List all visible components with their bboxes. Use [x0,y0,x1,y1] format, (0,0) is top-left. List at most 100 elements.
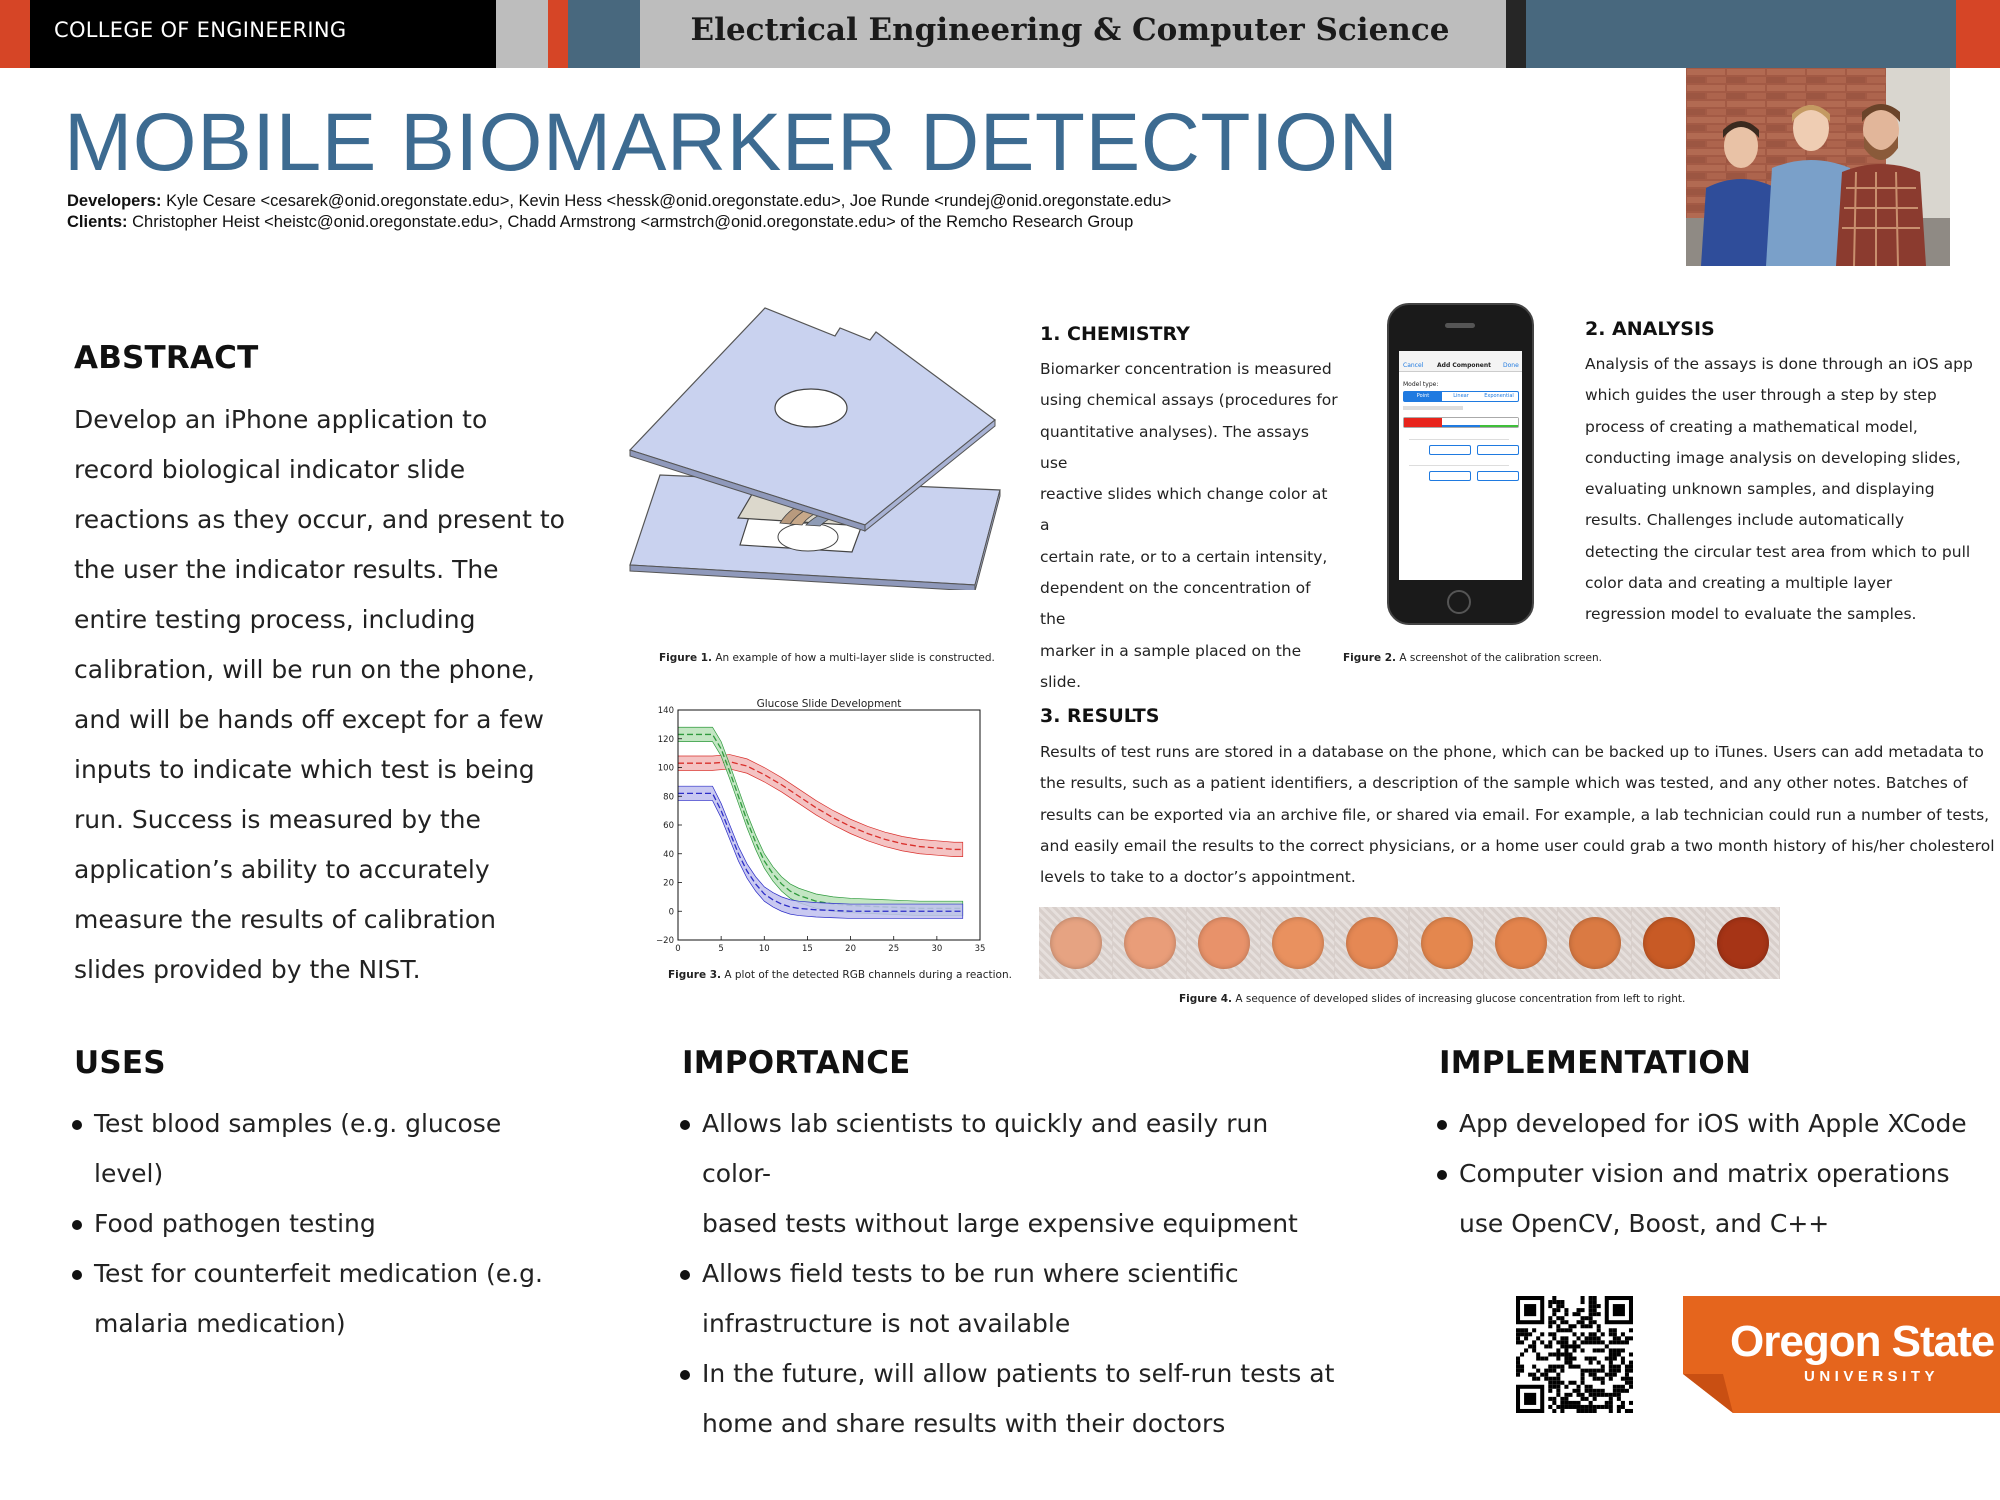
chart-x-tick-label: 0 [675,944,680,954]
phone-segment-exponential[interactable]: Exponential [1484,393,1514,399]
chemistry-line: reactive slides which change color at a [1040,485,1328,535]
implementation-item: App developed for iOS with Apple XCode [1437,1099,1997,1149]
phone-cancel-button[interactable]: Cancel [1403,362,1424,369]
header-seg-gray-b [640,0,1506,68]
uses-item-line: malaria medication) [94,1309,346,1338]
chemistry-line: marker in a sample placed on the slide. [1040,641,1302,691]
analysis-line: conducting image analysis on developing … [1585,448,1961,467]
header-seg-dark [1506,0,1526,68]
chart-x-tick-label: 15 [802,944,813,954]
team-photo-image [1686,68,1950,266]
analysis-body: Analysis of the assays is done through a… [1585,349,1985,631]
uses-list: Test blood samples (e.g. glucose level) F… [72,1099,592,1349]
phone-color-segment[interactable] [1403,417,1519,428]
chart-x-tick-label: 25 [888,944,899,954]
abstract-line: and will be hands off except for a few [74,705,544,734]
implementation-item-line: use OpenCV, Boost, and C++ [1459,1209,1830,1238]
phone-color-red[interactable] [1404,418,1442,427]
chemistry-line: using chemical assays (procedures for [1040,391,1338,410]
implementation-item-line: Computer vision and matrix operations [1459,1159,1950,1188]
slide-test-spot [1272,917,1325,969]
chemistry-line: certain rate, or to a certain intensity, [1040,547,1328,566]
figure1-text: An example of how a multi-layer slide is… [712,652,995,664]
importance-item: Allows lab scientists to quickly and eas… [680,1099,1340,1249]
chart-x-tick-label: 10 [759,944,770,954]
abstract-body: Develop an iPhone application to record … [74,395,634,995]
phone-segment-point[interactable]: Point [1404,392,1442,401]
slide-test-hole [774,388,848,428]
abstract-line: application’s ability to accurately [74,855,490,884]
slide-sequence [1039,907,1780,979]
slide-tile [1039,907,1113,979]
chart-x-tick-label: 20 [845,944,856,954]
phone-stepper-1[interactable] [1429,445,1471,455]
results-body: Results of test runs are stored in a dat… [1040,737,1995,893]
slide-test-spot [1346,917,1399,969]
implementation-item: Computer vision and matrix operations use… [1437,1149,1997,1249]
phone-segment-control[interactable]: Point Linear Exponential [1403,391,1519,402]
phone-navbar [1399,351,1522,372]
analysis-line: color data and creating a multiple layer [1585,574,1893,593]
abstract-line: the user the indicator results. The [74,555,499,584]
header-seg-orange-left [0,0,30,68]
importance-item: In the future, will allow patients to se… [680,1349,1340,1449]
chemistry-line: dependent on the concentration of the [1040,579,1311,629]
chemistry-body: Biomarker concentration is measured usin… [1040,354,1340,698]
importance-item-line: infrastructure is not available [702,1309,1071,1338]
phone-home-button[interactable] [1447,590,1471,614]
figure1-caption: Figure 1. An example of how a multi-laye… [659,652,995,664]
phone-segment-linear[interactable]: Linear [1453,393,1469,399]
qr-code[interactable] [1516,1296,1633,1413]
analysis-line: which guides the user through a step by … [1585,386,1937,405]
figure3-caption: Figure 3. A plot of the detected RGB cha… [668,969,1012,981]
department-name: Electrical Engineering & Computer Scienc… [690,12,1450,48]
implementation-list: App developed for iOS with Apple XCode C… [1437,1099,1997,1249]
chart-series-line-2 [678,792,963,912]
phone-stepper-2[interactable] [1477,445,1519,455]
figure4-caption: Figure 4. A sequence of developed slides… [1179,993,1685,1005]
slide-tile [1631,907,1705,979]
phone-stepper-4[interactable] [1477,471,1519,481]
phone-nav-title: Add Component [1437,362,1491,369]
importance-item-line: Allows field tests to be run where scien… [702,1259,1239,1288]
results-line: and easily email the results to the corr… [1040,836,1995,855]
uses-item-line: Test for counterfeit medication (e.g. [94,1259,543,1288]
phone-screen: Cancel Add Component Done Model type: Po… [1399,351,1522,580]
header-seg-slate-b [1526,0,1956,68]
chart-y-tick-label: 80 [663,792,674,802]
slide-tile [1113,907,1187,979]
abstract-line: record biological indicator slide [74,455,466,484]
uses-item: Food pathogen testing [72,1199,592,1249]
importance-item-line: In the future, will allow patients to se… [702,1359,1335,1388]
figure2-caption: Figure 2. A screenshot of the calibratio… [1343,652,1602,664]
importance-item-line: home and share results with their doctor… [702,1409,1226,1438]
chart-x-tick-label: 5 [718,944,723,954]
phone-color-green[interactable] [1480,418,1518,427]
slide-test-spot [1642,917,1695,969]
chart-y-tick-label: 140 [658,706,674,716]
chart-series-band-0 [677,754,964,857]
implementation-heading: IMPLEMENTATION [1439,1045,1752,1081]
phone-row-1 [1409,433,1509,440]
uses-item: Test for counterfeit medication (e.g. mal… [72,1249,592,1349]
analysis-line: detecting the circular test area from wh… [1585,542,1971,561]
header-seg-slate-a [568,0,640,68]
chart-x-tick-label: 35 [975,944,986,954]
importance-item-line: Allows lab scientists to quickly and eas… [702,1109,1269,1188]
abstract-line: calibration, will be run on the phone, [74,655,535,684]
importance-item: Allows field tests to be run where scien… [680,1249,1340,1349]
college-name: COLLEGE OF ENGINEERING [54,18,347,42]
osu-logo [1683,1296,2000,1413]
poster-title: MOBILE BIOMARKER DETECTION [64,97,1399,188]
developers-names: Kyle Cesare <cesarek@onid.oregonstate.ed… [166,192,1172,210]
phone-done-button[interactable]: Done [1503,362,1519,369]
chart-series-band-1 [677,726,964,916]
abstract-line: inputs to indicate which test is being [74,755,535,784]
phone-stepper-3[interactable] [1429,471,1471,481]
results-heading: 3. RESULTS [1040,705,1160,727]
analysis-line: process of creating a mathematical model… [1585,417,1918,436]
phone-color-blue[interactable] [1442,418,1480,427]
abstract-line: entire testing process, including [74,605,476,634]
chemistry-line: quantitative analyses). The assays use [1040,422,1310,472]
team-photo [1686,68,1950,266]
